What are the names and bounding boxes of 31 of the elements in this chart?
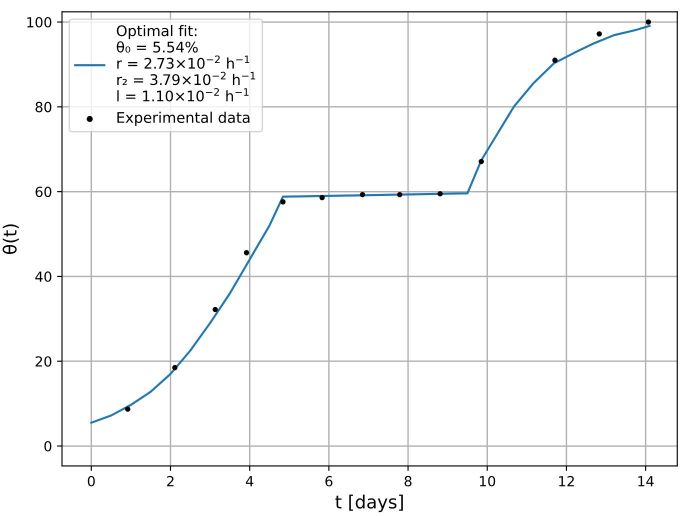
x-tick-label: 2 xyxy=(167,476,174,486)
point xyxy=(397,192,402,198)
x-tick-label: 6 xyxy=(325,476,332,486)
y-tick-label: 80 xyxy=(36,102,52,112)
point xyxy=(212,306,218,312)
x-tick-label: 12 xyxy=(559,476,574,486)
point xyxy=(552,58,558,63)
point xyxy=(280,199,286,204)
x-tick-label: 4 xyxy=(246,476,254,486)
text: Optimal fit: θ₀ = 5.54% r = 2.73×10$^{−2}$ h$^{−1}$ r₂ = 3.79×10$^{−2}$ h$^{−1}$ l = 1.10×10$^{−2}$ h$^{−1}$ xyxy=(116,24,256,102)
y-tick-label: 60 xyxy=(36,186,52,198)
x-tick-label: 0 xyxy=(88,476,95,486)
point xyxy=(319,194,325,200)
point xyxy=(437,191,443,196)
y-tick-label: 20 xyxy=(36,356,52,367)
point xyxy=(646,19,652,25)
point xyxy=(596,31,602,37)
point xyxy=(172,364,178,370)
y-tick-label: 0 xyxy=(44,440,52,452)
x-tick-label: 10 xyxy=(480,476,496,486)
x-tick-label: 8 xyxy=(404,476,412,486)
x-axis-title: t [days] xyxy=(335,494,403,512)
point xyxy=(244,250,250,256)
point xyxy=(478,158,484,164)
legend-label: Experimental data xyxy=(117,112,250,126)
y-tick-label: 40 xyxy=(35,271,52,282)
point xyxy=(360,192,366,198)
x-tick-label: 14 xyxy=(638,476,654,486)
y-tick-label: 100 xyxy=(27,17,52,28)
point xyxy=(125,406,130,412)
y-axis-title: θ(t) xyxy=(2,224,19,254)
